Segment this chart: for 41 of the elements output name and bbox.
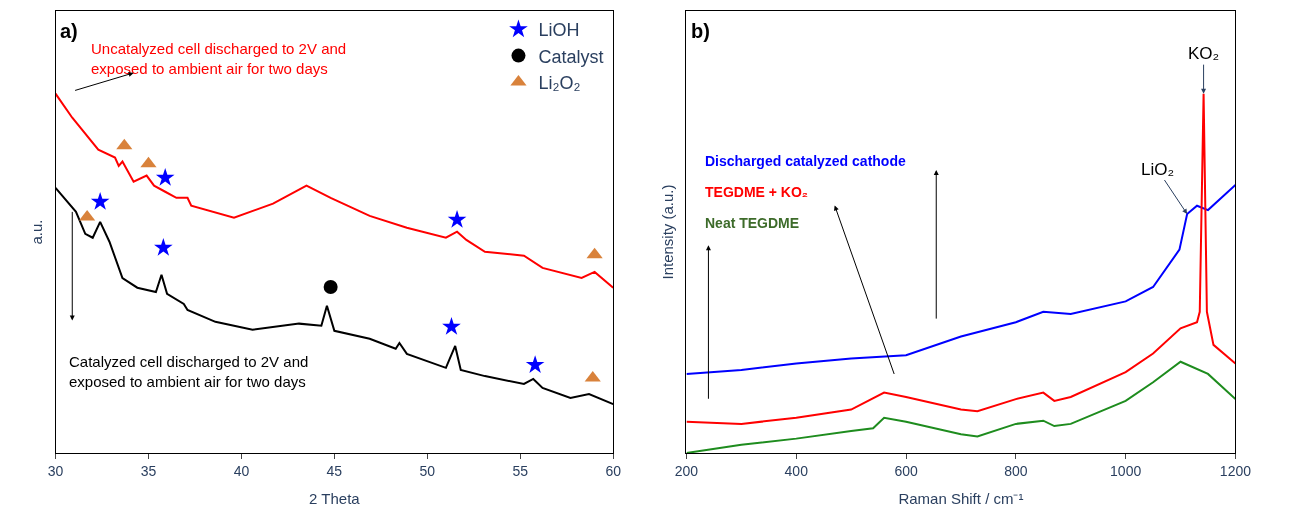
x-tick-label: 45: [326, 462, 343, 479]
text: b): [691, 20, 710, 42]
x-tick-label: 40: [233, 462, 250, 479]
point: [140, 156, 157, 168]
legend-label: LiOH: [538, 20, 580, 41]
point: [442, 317, 461, 335]
x-tick-label: 800: [1004, 462, 1028, 479]
annotation: LiO₂: [1141, 160, 1175, 179]
x-tick-label: 30: [47, 462, 64, 479]
point: [584, 370, 601, 382]
point: [586, 247, 603, 259]
annotation: KO₂: [1188, 44, 1220, 63]
point: [79, 209, 96, 221]
text: Uncatalyzed cell discharged to 2V and exposed to ambient air for two days: [91, 40, 347, 77]
x-axis-title: Raman Shift / cm⁻¹: [898, 489, 1024, 507]
x-axis-title: 2 Theta: [309, 489, 361, 507]
series-label: Catalyzed cell discharged to 2V and exposed to ambient air for two days: [69, 353, 309, 390]
x-tick-label: 1200: [1219, 462, 1252, 479]
y-axis-title: a.u.: [27, 219, 45, 245]
point: [116, 138, 133, 150]
x-tick-label: 35: [140, 462, 157, 479]
text: a): [60, 20, 78, 42]
point: [154, 238, 173, 256]
point: [90, 192, 110, 210]
x-tick-label: 50: [419, 462, 436, 479]
y-axis-title: Intensity (a.u.): [658, 184, 676, 280]
point: [525, 355, 545, 373]
x-tick-label: 200: [674, 462, 699, 479]
point: [155, 167, 175, 186]
point: [447, 209, 467, 228]
legend-label: Catalyst: [538, 46, 604, 67]
point: [323, 279, 338, 294]
text: Discharged catalyzed cathode: [705, 153, 906, 169]
x-tick-label: 60: [605, 462, 622, 479]
legend-label: Li₂O₂: [538, 73, 581, 94]
text: Neat TEGDME: [705, 215, 800, 231]
text: TEGDME + KO₂: [705, 184, 809, 200]
x-tick-label: 600: [894, 462, 918, 479]
x-tick-label: 1000: [1110, 462, 1142, 479]
x-tick-label: 400: [784, 462, 809, 479]
x-tick-label: 55: [512, 462, 529, 479]
